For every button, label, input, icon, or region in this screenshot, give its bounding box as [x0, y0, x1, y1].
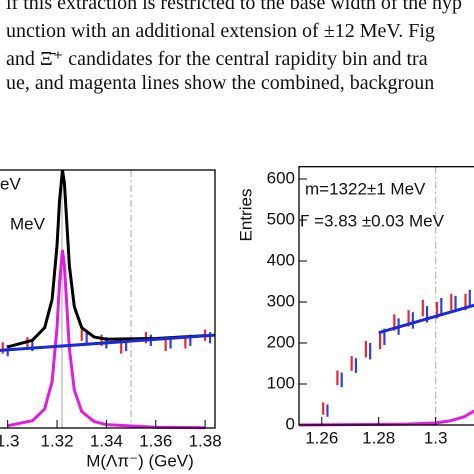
fit-curve — [298, 409, 474, 427]
x-tick-label: 1.26 — [305, 428, 338, 447]
x-tick-label: 1.38 — [189, 431, 222, 450]
y-tick-label: 200 — [267, 332, 295, 351]
paragraph: if this extraction is restricted to the … — [0, 0, 474, 130]
x-tick-label: 1.3 — [0, 431, 20, 450]
annotation: Γ =3.83 ±0.03 MeV — [300, 211, 445, 230]
y-tick-label: 0 — [286, 414, 295, 433]
x-tick-label: 1.34 — [90, 431, 123, 450]
y-tick-label: 300 — [267, 291, 295, 310]
text-line: ue, and magenta lines show the combined,… — [6, 72, 435, 94]
x-tick-label: 1.36 — [139, 431, 172, 450]
annotation: m=1322±1 MeV — [305, 179, 426, 198]
x-tick-label: 1.32 — [40, 431, 73, 450]
y-tick-label: 400 — [267, 250, 295, 269]
plot-frame — [298, 166, 474, 426]
fit-curve — [7, 249, 206, 430]
text-line: and Ξ̄⁺ candidates for the central rapid… — [6, 48, 428, 70]
plot-frame — [0, 169, 216, 429]
text-line: unction with an additional extension of … — [6, 20, 435, 42]
y-tick-label: 500 — [267, 209, 295, 228]
x-axis-label: M(Λπ⁻) (GeV) — [86, 451, 194, 470]
x-tick-label: 1.28 — [362, 428, 395, 447]
y-tick-label: 600 — [267, 168, 295, 187]
annotation: eV — [0, 174, 21, 193]
fit-curve — [0, 333, 216, 352]
x-tick-label: 1.3 — [424, 428, 448, 447]
y-tick-label: 100 — [267, 373, 295, 392]
fit-curve — [378, 303, 474, 335]
y-axis-label: Entries — [236, 189, 255, 242]
text-line: if this extraction is restricted to the … — [6, 0, 462, 14]
annotation: MeV — [10, 214, 46, 233]
fit-curve — [7, 169, 206, 349]
